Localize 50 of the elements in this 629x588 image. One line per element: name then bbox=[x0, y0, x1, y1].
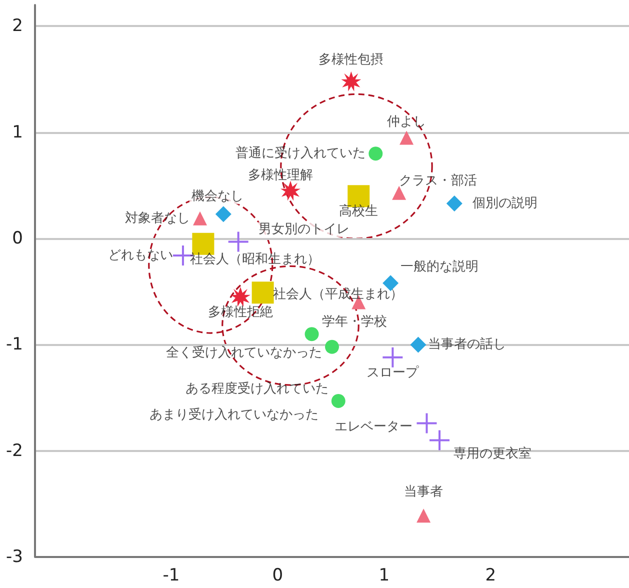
point bbox=[331, 394, 346, 408]
point bbox=[230, 286, 250, 307]
point bbox=[252, 282, 274, 304]
annotation: 仲よし bbox=[387, 114, 426, 130]
point bbox=[416, 508, 431, 523]
y-tick-label: 2 bbox=[12, 16, 23, 36]
point bbox=[368, 146, 383, 161]
x-tick-label: 2 bbox=[485, 566, 496, 586]
annotation: 個別の説明 bbox=[472, 196, 538, 212]
y-tick-label: 1 bbox=[12, 122, 23, 142]
annotation: 多様性包摂 bbox=[318, 52, 384, 68]
annotation: 当事者 bbox=[404, 484, 444, 500]
annotation: 一般的な説明 bbox=[400, 260, 479, 275]
point bbox=[446, 196, 462, 212]
annotation: どれもない bbox=[108, 248, 173, 264]
annotation: 専用の更衣室 bbox=[454, 446, 532, 462]
point bbox=[400, 130, 414, 145]
annotation: 男女別のトイレ bbox=[258, 222, 350, 238]
annotation: 当事者の話し bbox=[428, 337, 506, 352]
point bbox=[280, 180, 300, 201]
x-tick-label: 1 bbox=[378, 566, 390, 586]
annotation: 機会なし bbox=[191, 189, 244, 204]
annotation: スロープ bbox=[366, 365, 420, 380]
annotation: ある程度受け入れていた bbox=[185, 380, 328, 396]
point bbox=[416, 413, 437, 434]
annotation: クラス・部活 bbox=[399, 173, 478, 188]
point bbox=[382, 347, 403, 368]
annotation: 学年・学校 bbox=[322, 314, 387, 330]
point bbox=[228, 232, 248, 252]
y-tick-label: -2 bbox=[6, 440, 23, 461]
x-tick-label: -1 bbox=[162, 566, 180, 586]
annotation: あまり受け入れていなかった bbox=[149, 407, 318, 422]
y-tick-label: 0 bbox=[12, 228, 23, 249]
point bbox=[341, 71, 362, 92]
annotation: 高校生 bbox=[339, 203, 378, 220]
annotation: 対象者なし bbox=[125, 210, 190, 226]
y-tick-label: -1 bbox=[6, 334, 23, 355]
annotation: 社会人（昭和生まれ） bbox=[190, 252, 320, 267]
annotation: 全く受け入れていなかった bbox=[166, 345, 322, 360]
point bbox=[392, 186, 406, 200]
annotation: 普通に受け入れていた bbox=[236, 145, 366, 162]
point bbox=[410, 336, 426, 353]
point bbox=[304, 327, 319, 342]
y-tick-label: -3 bbox=[6, 547, 23, 567]
point bbox=[193, 211, 207, 226]
annotation: エレベーター bbox=[334, 420, 413, 435]
point bbox=[325, 340, 339, 354]
point bbox=[215, 206, 232, 222]
point bbox=[430, 430, 450, 450]
x-tick-label: 0 bbox=[272, 566, 284, 586]
